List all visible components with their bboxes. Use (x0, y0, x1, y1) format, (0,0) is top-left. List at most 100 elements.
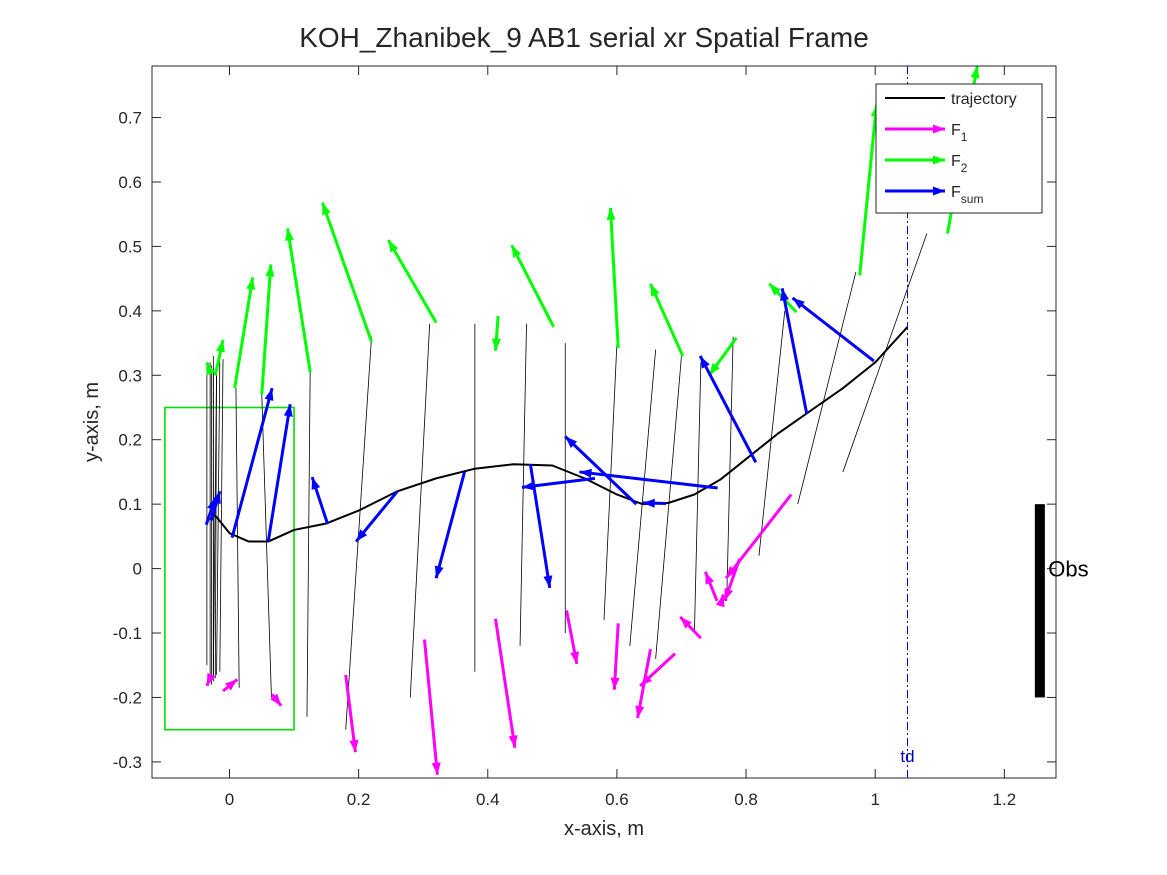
x-tick-label-1: 0.2 (347, 790, 371, 809)
y-tick-label-6: 0.3 (118, 366, 142, 385)
f2-arrow-4 (285, 228, 312, 373)
fsum-arrow-layer (204, 288, 875, 589)
fsum-arrow-11 (642, 498, 667, 508)
x-tick-label-3: 0.6 (605, 790, 629, 809)
f2-arrow-6-shaft (387, 239, 438, 324)
force-connector-22 (758, 310, 786, 556)
f1-arrow-4-head (431, 762, 441, 775)
f2-arrow-3-head (265, 264, 275, 277)
fsum-arrow-8-head (521, 481, 535, 491)
f2-arrow-12-head (769, 283, 781, 296)
fsum-arrow-1-head (212, 491, 221, 505)
fsum-arrow-13 (780, 288, 809, 415)
f2-arrow-9-head (606, 207, 616, 220)
f2-arrow-5-head (322, 202, 331, 216)
fsum-arrow-8-shaft (521, 476, 596, 489)
force-connector-19 (655, 355, 682, 659)
f2-arrow-14-head (970, 66, 980, 79)
force-connector-11 (306, 368, 311, 717)
x-tick-label-0: 0 (225, 790, 234, 809)
legend-entry-3-subscript: sum (961, 192, 984, 206)
f2-arrow-1 (213, 339, 225, 376)
f2-arrow-8 (510, 244, 555, 328)
f2-arrow-9 (606, 207, 620, 349)
f1-arrow-14-head (715, 594, 725, 608)
f2-arrow-3 (260, 264, 275, 395)
f2-arrow-1-head (216, 339, 225, 353)
force-connector-12 (345, 336, 372, 730)
y-tick-label-5: 0.2 (118, 431, 142, 450)
f1-arrow-3 (344, 674, 359, 753)
fsum-arrow-12-head (700, 355, 710, 369)
tick-layer: 0 0.2 0.4 0.6 0.8 1 1.2 -0.3 -0.2 -0.1 0 0.1 0.2 0.3 0… (113, 66, 1056, 809)
x-tick-label-4: 0.8 (734, 790, 758, 809)
f1-arrow-layer (205, 493, 793, 775)
y-tick-label-7: 0.4 (118, 302, 142, 321)
f2-arrow-2 (233, 277, 256, 389)
f1-arrow-8-head (635, 705, 645, 719)
legend-entry-0-label: trajectory (951, 91, 1017, 108)
fsum-arrow-12 (698, 355, 758, 463)
legend-entry-2-swatch (885, 155, 945, 165)
f2-arrow-11-head (709, 362, 720, 376)
f1-arrow-6 (565, 610, 580, 665)
chart-title: KOH_Zhanibek_9 AB1 serial xr Spatial Fra… (299, 22, 869, 53)
force-connector-15 (519, 323, 527, 646)
green-box-layer (164, 406, 295, 731)
f2-arrow-3-shaft (260, 264, 273, 395)
f2-arrow-2-head (246, 277, 256, 290)
f2-arrow-6 (387, 239, 438, 324)
force-connector-23 (797, 272, 857, 505)
f1-arrow-0-head (206, 673, 216, 686)
f2-arrow-0-head (206, 362, 215, 376)
x-tick-label-5: 1 (870, 790, 879, 809)
f1-arrow-6-head (570, 651, 580, 664)
f2-arrow-7-head (491, 338, 501, 351)
f1-arrow-9-head (640, 674, 653, 686)
f2-arrow-9-shaft (608, 207, 620, 349)
fsum-arrow-5 (354, 490, 399, 543)
fsum-arrow-14 (791, 296, 875, 363)
fsum-arrow-2 (230, 387, 274, 539)
force-connector-10 (261, 394, 272, 698)
legend-entry-1-swatch-head (933, 124, 945, 134)
fsum-arrow-9-shaft (564, 435, 638, 506)
f2-arrow-11 (708, 337, 738, 377)
y-tick-label-0: -0.3 (113, 753, 142, 772)
x-axis-label: x-axis, m (564, 818, 644, 840)
fsum-arrow-6-shaft (434, 471, 466, 579)
force-connector-5 (219, 359, 224, 672)
fsum-arrow-9-head (565, 436, 578, 449)
fsum-arrow-7-head (543, 575, 553, 588)
fsum-arrow-13-shaft (780, 288, 809, 415)
legend-entry-2-swatch-head (933, 155, 945, 165)
legend-entry-3-swatch-head (933, 186, 945, 196)
f2-arrow-6-head (388, 239, 399, 253)
fsum-arrow-14-shaft (791, 296, 875, 363)
f1-arrow-11-head (705, 571, 715, 585)
legend-entry-1-subscript: 1 (961, 130, 968, 144)
obstacle-bar (1034, 504, 1045, 698)
force-connector-20 (694, 362, 702, 634)
f2-arrow-8-head (511, 245, 522, 258)
fsum-arrow-5-head (356, 529, 368, 542)
f2-arrow-4-shaft (286, 228, 312, 373)
force-connector-18 (629, 349, 657, 646)
f2-arrow-2-shaft (233, 277, 255, 389)
y-tick-label-2: -0.1 (113, 624, 142, 643)
boundary-box (164, 406, 295, 731)
fsum-arrow-2-head (264, 388, 274, 401)
f1-arrow-10 (679, 615, 702, 640)
f1-arrow-1-head (225, 679, 238, 691)
f1-arrow-5-head (508, 735, 518, 748)
y-tick-label-3: 0 (133, 560, 142, 579)
legend-entry-2-subscript: 2 (961, 161, 968, 175)
f1-arrow-14 (715, 593, 725, 608)
legend-entry-3-swatch (885, 186, 945, 196)
f1-arrow-1 (222, 678, 239, 693)
f2-arrow-8-shaft (510, 244, 555, 328)
f2-arrow-7 (491, 315, 501, 351)
f1-arrow-13 (724, 493, 793, 580)
fsum-arrow-11-head (642, 498, 655, 508)
